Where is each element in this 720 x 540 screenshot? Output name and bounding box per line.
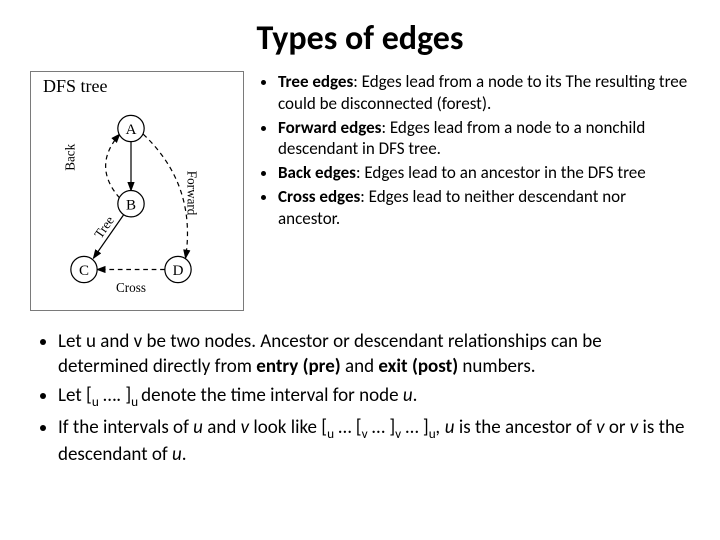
bullet-tree-edges: Tree edges: Edges lead from a node to it… <box>278 71 690 115</box>
slide-title: Types of edges <box>30 18 690 59</box>
diagram-column: DFS tree <box>30 71 250 311</box>
svg-text:C: C <box>79 263 89 279</box>
bullet-forward-edges: Forward edges: Edges lead from a node to… <box>278 117 690 161</box>
edge-types-list: Tree edges: Edges lead from a node to it… <box>260 71 690 311</box>
dfs-tree-figure: DFS tree <box>30 71 244 311</box>
dfs-tree-label: DFS tree <box>43 76 237 97</box>
upper-row: DFS tree <box>30 71 690 311</box>
forward-edge-label: Forward <box>184 171 199 216</box>
bullet-cross-edges: Cross edges: Edges lead to neither desce… <box>278 186 690 230</box>
back-edge-label: Back <box>63 143 78 170</box>
tree-edge-label: Tree <box>91 213 117 241</box>
slide: Types of edges DFS tree <box>0 0 720 540</box>
bullet-back-edges: Back edges: Edges lead to an ancestor in… <box>278 162 690 184</box>
note-3: If the intervals of u and v look like [u… <box>58 415 690 467</box>
note-2: Let [u …. ]u denote the time interval fo… <box>58 383 690 410</box>
svg-text:A: A <box>126 122 137 138</box>
cross-edge-label: Cross <box>116 280 146 295</box>
svg-text:B: B <box>126 197 136 213</box>
lower-notes: Let u and v be two nodes. Ancestor or de… <box>30 329 690 467</box>
note-1: Let u and v be two nodes. Ancestor or de… <box>58 329 690 379</box>
svg-text:D: D <box>173 263 184 279</box>
dfs-tree-svg: A B C D Back Forward Tree Cross <box>37 99 225 299</box>
